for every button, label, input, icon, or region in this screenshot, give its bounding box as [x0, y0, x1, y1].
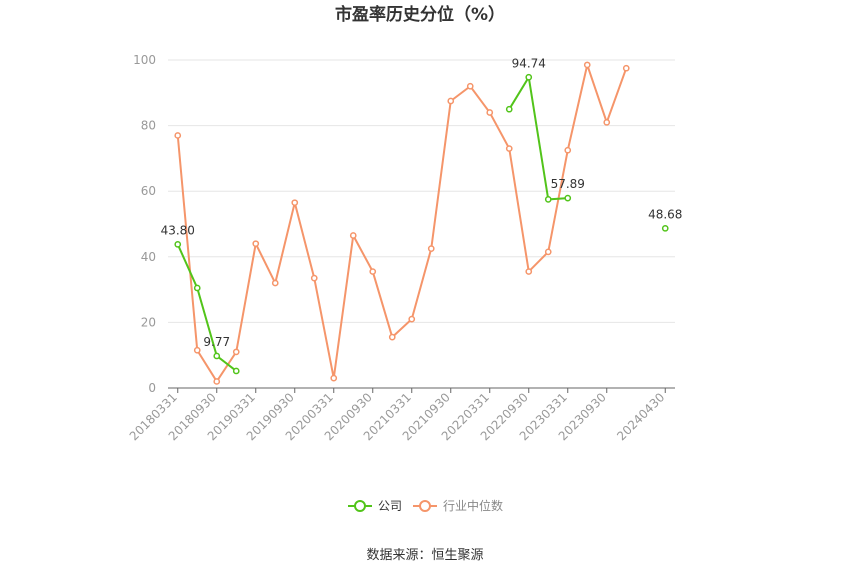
data-point[interactable] [291, 199, 299, 207]
data-point[interactable] [505, 145, 513, 152]
data-point[interactable] [661, 224, 669, 232]
legend-industry-marker [419, 500, 431, 512]
series-line-0 [508, 74, 568, 201]
data-point[interactable] [544, 248, 552, 256]
y-tick-label: 80 [141, 119, 156, 133]
data-point[interactable] [622, 64, 630, 72]
legend[interactable]: 公司 行业中位数 [348, 498, 503, 513]
y-tick-label: 60 [141, 184, 156, 198]
data-point[interactable] [349, 232, 357, 239]
y-tick-label: 40 [141, 250, 156, 264]
data-label: 57.89 [551, 177, 585, 191]
data-point[interactable] [388, 333, 396, 341]
y-tick-label: 100 [133, 53, 156, 67]
legend-item-company[interactable]: 公司 [348, 499, 402, 513]
y-tick-label: 20 [141, 315, 156, 329]
legend-company-label: 公司 [378, 499, 402, 513]
data-point[interactable] [564, 146, 572, 154]
x-tick-label: 20240430 [614, 390, 667, 443]
chart-title: 市盈率历史分位（%） [335, 4, 505, 25]
data-label: 94.74 [512, 56, 546, 70]
data-point[interactable] [505, 105, 513, 113]
y-tick-label: 0 [148, 381, 156, 395]
legend-company-marker [354, 500, 366, 512]
data-point[interactable] [213, 352, 221, 360]
data-point[interactable] [232, 367, 240, 375]
data-point[interactable] [213, 378, 221, 385]
data-labels: 43.80 9.77 94.74 57.89 48.68 [161, 56, 683, 349]
series-line-0 [176, 243, 237, 372]
data-point[interactable] [603, 118, 611, 126]
data-point[interactable] [486, 109, 494, 116]
x-axis: 2018033120180930201903312019093020200331… [127, 387, 675, 443]
series-line-1 [176, 61, 628, 384]
data-point[interactable] [193, 284, 201, 292]
data-point[interactable] [174, 240, 182, 248]
data-label: 43.80 [161, 223, 195, 237]
source-note: 数据来源：恒生聚源 [366, 548, 483, 563]
data-point[interactable] [369, 268, 377, 275]
data-point[interactable] [310, 274, 318, 282]
y-axis: 0 20 40 60 80 100 [133, 53, 156, 395]
data-point[interactable] [193, 346, 201, 354]
legend-industry-label: 行业中位数 [443, 498, 503, 513]
data-point[interactable] [427, 245, 435, 252]
data-point[interactable] [447, 97, 455, 105]
data-point[interactable] [408, 315, 416, 323]
data-point[interactable] [525, 73, 533, 81]
data-label: 48.68 [648, 207, 682, 221]
data-point[interactable] [271, 279, 279, 287]
series-lines [176, 61, 628, 384]
data-point[interactable] [232, 348, 240, 356]
data-point[interactable] [252, 240, 260, 248]
data-point[interactable] [544, 196, 552, 203]
data-point[interactable] [583, 61, 591, 69]
data-point[interactable] [525, 268, 533, 275]
data-point[interactable] [330, 374, 338, 382]
data-point[interactable] [466, 82, 474, 90]
series-points [174, 61, 669, 385]
legend-item-industry[interactable]: 行业中位数 [413, 498, 503, 513]
data-point[interactable] [174, 132, 182, 139]
data-label: 9.77 [203, 335, 230, 349]
data-point[interactable] [564, 194, 572, 202]
